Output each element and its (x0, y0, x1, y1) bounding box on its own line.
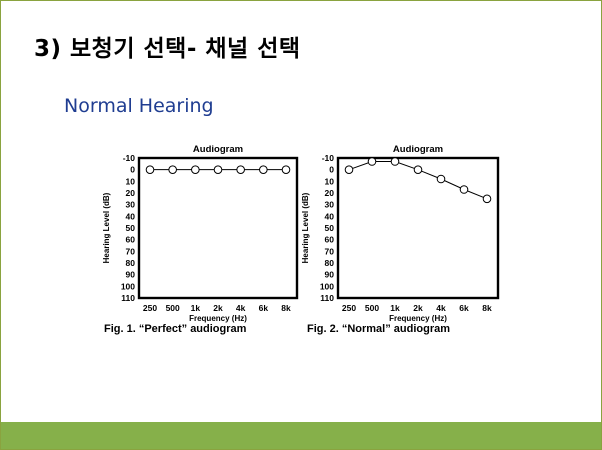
y-tick-label: 20 (126, 188, 136, 198)
data-point (259, 165, 268, 174)
x-tick-label: 4k (236, 303, 246, 313)
plot-frame (336, 156, 500, 300)
data-point (482, 194, 492, 204)
data-point (344, 165, 354, 174)
data-point (145, 165, 155, 174)
y-tick-label: 90 (126, 270, 136, 280)
chart-title: Audiogram (193, 144, 243, 155)
y-tick-label: 50 (325, 223, 335, 233)
slide-title: 3) 보청기 선택- 채널 선택 (34, 36, 301, 62)
x-tick-label: 1k (390, 303, 400, 313)
y-tick-label: 0 (130, 165, 135, 175)
data-point (390, 157, 400, 166)
y-tick-label: -10 (123, 153, 136, 163)
y-tick-label: 20 (325, 188, 335, 198)
x-tick-label: 2k (213, 303, 223, 313)
section-subtitle: Normal Hearing (64, 95, 214, 117)
x-axis-label: Frequency (Hz) (189, 314, 247, 323)
data-point (213, 165, 223, 174)
x-tick-label: 500 (166, 303, 180, 313)
y-tick-label: 30 (126, 200, 136, 210)
y-tick-label: 60 (325, 235, 335, 245)
data-point (367, 157, 377, 166)
y-tick-label: 110 (121, 293, 135, 303)
y-tick-label: 80 (126, 258, 136, 268)
x-tick-label: 250 (143, 303, 157, 313)
data-point (436, 174, 446, 184)
y-tick-label: 80 (325, 258, 335, 268)
y-tick-label: 110 (320, 293, 334, 303)
data-point (191, 165, 200, 174)
y-axis-label: Hearing Level (dB) (301, 192, 310, 263)
x-tick-label: 6k (459, 303, 469, 313)
y-tick-label: 10 (126, 176, 136, 186)
figure-caption-2: Fig. 2. “Normal” audiogram (307, 323, 451, 335)
y-tick-label: 0 (329, 165, 334, 175)
x-tick-label: 250 (342, 303, 356, 313)
y-tick-label: 50 (126, 223, 136, 233)
y-tick-label: 10 (325, 176, 335, 186)
data-point (413, 165, 423, 174)
x-tick-label: 8k (482, 303, 492, 313)
y-tick-label: 90 (325, 270, 335, 280)
x-tick-label: 2k (413, 303, 423, 313)
chart-title: Audiogram (393, 144, 443, 155)
y-tick-label: 70 (325, 246, 335, 256)
y-tick-label: 30 (325, 200, 335, 210)
y-tick-label: 100 (320, 281, 334, 291)
x-tick-label: 4k (436, 303, 446, 313)
x-tick-label: 6k (259, 303, 269, 313)
data-point (168, 165, 177, 174)
x-tick-label: 500 (365, 303, 379, 313)
data-point (236, 165, 245, 174)
y-tick-label: 100 (121, 281, 135, 291)
x-axis-label: Frequency (Hz) (389, 314, 447, 323)
figure-caption-1: Fig. 1. “Perfect” audiogram (104, 323, 247, 335)
x-tick-label: 1k (191, 303, 201, 313)
x-tick-label: 8k (281, 303, 291, 313)
y-axis-label: Hearing Level (dB) (102, 192, 111, 263)
y-tick-label: 60 (126, 235, 136, 245)
data-point (281, 165, 291, 174)
plot-frame (137, 156, 299, 300)
data-point (459, 185, 469, 194)
footer-bar (1, 422, 601, 449)
y-tick-label: -10 (322, 153, 335, 163)
y-tick-label: 70 (126, 246, 136, 256)
y-tick-label: 40 (325, 211, 335, 221)
y-tick-label: 40 (126, 211, 136, 221)
